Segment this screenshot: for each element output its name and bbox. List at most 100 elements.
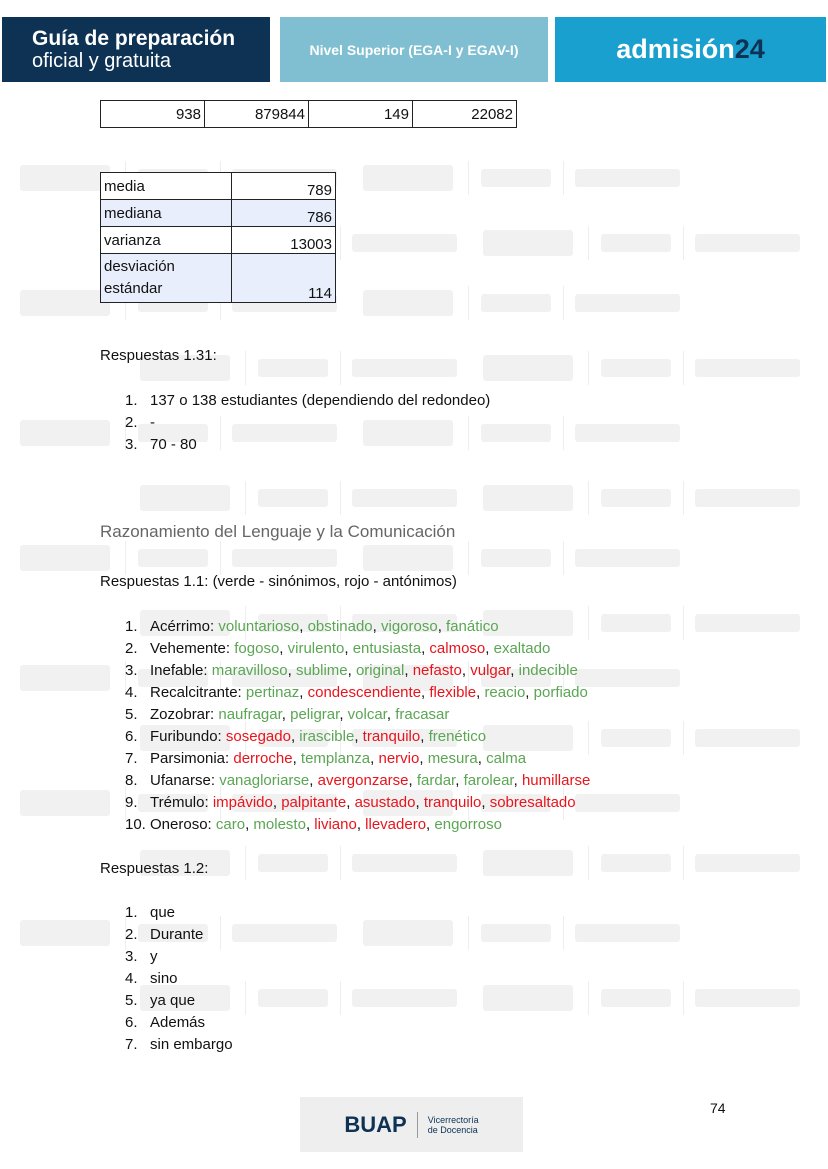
synonym: original xyxy=(355,662,405,679)
watermark-unit-shape xyxy=(601,234,671,252)
watermark-unit-shape xyxy=(138,549,208,567)
synonym: templanza xyxy=(300,750,371,767)
list-text: Inefable: maravilloso, sublime, original… xyxy=(150,662,578,679)
watermark-divider xyxy=(683,351,684,385)
list-item: 3. Inefable: maravilloso, sublime, origin… xyxy=(125,660,590,682)
list-number: 9. xyxy=(125,794,138,811)
watermark-logo-shape xyxy=(363,920,453,946)
watermark-divider xyxy=(683,846,684,880)
synonym: porfiado xyxy=(533,684,588,701)
list-number: 4. xyxy=(125,970,138,987)
watermark-divider xyxy=(588,846,589,880)
row-label: mediana xyxy=(100,199,232,227)
synonym: fracasar xyxy=(395,706,450,723)
watermark-unit-shape xyxy=(481,549,551,567)
row-label: varianza xyxy=(100,226,232,254)
watermark-divider xyxy=(220,541,221,575)
synonym: reacio xyxy=(484,684,526,701)
list-item: 6. Además xyxy=(125,1012,233,1034)
term: Furibundo xyxy=(150,728,218,745)
watermark-divider xyxy=(588,481,589,515)
list-text: 70 - 80 xyxy=(150,436,197,453)
synonym: exaltado xyxy=(493,640,551,657)
antonym: llevadero xyxy=(365,816,427,833)
list-text: Oneroso: caro, molesto, liviano, llevade… xyxy=(150,816,502,833)
page-number: 74 xyxy=(710,1100,726,1116)
watermark-guide-shape xyxy=(232,924,337,942)
list-number: 6. xyxy=(125,728,138,745)
table-cell: 938 xyxy=(100,100,205,128)
list-text: - xyxy=(150,414,155,431)
antonym: liviano xyxy=(314,816,357,833)
synonym: farolear xyxy=(463,772,514,789)
antonym: impávido xyxy=(212,794,273,811)
watermark-divider xyxy=(563,286,564,320)
watermark-unit-shape xyxy=(601,359,671,377)
antonym: vulgar xyxy=(470,662,511,679)
list-item: 8. Ufanarse: vanagloriarse, avergonzarse,… xyxy=(125,770,590,792)
term: Zozobrar xyxy=(150,706,211,723)
watermark-divider xyxy=(683,481,684,515)
term: Parsimonia xyxy=(150,750,226,767)
synonym: vigoroso xyxy=(381,618,438,635)
list-text: sin embargo xyxy=(150,1036,233,1053)
watermark-logo-shape xyxy=(483,230,573,256)
antonym: flexible xyxy=(429,684,477,701)
table-cell: 22082 xyxy=(412,100,517,128)
watermark-unit-shape xyxy=(258,489,328,507)
list-item: 9. Trémulo: impávido, palpitante, asustad… xyxy=(125,792,590,814)
watermark-guide-shape xyxy=(575,294,680,312)
watermark-divider xyxy=(683,226,684,260)
list-number: 1. xyxy=(125,904,138,921)
row-value: 114 xyxy=(231,253,336,303)
antonym: sobresaltado xyxy=(489,794,576,811)
watermark-unit-shape xyxy=(601,854,671,872)
antonym: nervio xyxy=(378,750,420,767)
synonym: indecible xyxy=(518,662,578,679)
antonym: nefasto xyxy=(412,662,462,679)
synonym: mesura xyxy=(427,750,478,767)
watermark-divider xyxy=(340,351,341,385)
list-text: Recalcitrante: pertinaz, condescendiente… xyxy=(150,684,588,701)
list-item: 3. 70 - 80 xyxy=(125,434,490,456)
list-text: Parsimonia: derroche, templanza, nervio,… xyxy=(150,750,527,767)
header-brand-logo: admisión 24 xyxy=(555,17,826,82)
row-value: 789 xyxy=(231,172,336,200)
list-item: 1. que xyxy=(125,902,233,924)
term: Recalcitrante xyxy=(150,684,238,701)
watermark-guide-shape xyxy=(695,729,800,747)
watermark-guide-shape xyxy=(575,794,680,812)
values-table: 938 879844 149 22082 xyxy=(100,100,517,128)
list-text: Durante xyxy=(150,926,204,943)
answers-1-2-title: Respuestas 1.2: xyxy=(100,860,209,877)
statistics-table: media 789 mediana 786 varianza 13003 desviació… xyxy=(100,172,336,303)
list-text: Ufanarse: vanagloriarse, avergonzarse, f… xyxy=(150,772,591,789)
synonym: virulento xyxy=(287,640,345,657)
watermark-unit-shape xyxy=(481,424,551,442)
watermark-unit-shape xyxy=(258,989,328,1007)
list-text: Además xyxy=(150,1014,206,1031)
watermark-guide-shape xyxy=(695,854,800,872)
antonym: derroche xyxy=(233,750,293,767)
antonym: avergonzarse xyxy=(317,772,409,789)
watermark-logo-shape xyxy=(20,790,110,816)
list-item: 6. Furibundo: sosegado, irascible, tranqu… xyxy=(125,726,590,748)
list-number: 2. xyxy=(125,926,138,943)
watermark-divider xyxy=(340,481,341,515)
watermark-divider xyxy=(683,606,684,640)
synonym: irascible xyxy=(299,728,355,745)
answers-1-1-list: 1. Acérrimo: voluntarioso, obstinado, vig… xyxy=(125,616,590,836)
watermark-divider xyxy=(340,981,341,1015)
list-item: 5. ya que xyxy=(125,990,233,1012)
list-text: ya que xyxy=(150,992,196,1009)
list-item: 7. Parsimonia: derroche, templanza, nervi… xyxy=(125,748,590,770)
watermark-logo-shape xyxy=(20,665,110,691)
synonym: vanagloriarse xyxy=(219,772,310,789)
list-text: Acérrimo: voluntarioso, obstinado, vigor… xyxy=(150,618,499,635)
header-guide-title: Guía de preparación oficial y gratuita xyxy=(2,17,270,82)
watermark-guide-shape xyxy=(232,549,337,567)
term: Acérrimo xyxy=(150,618,211,635)
antonym: calmoso xyxy=(429,640,486,657)
watermark-divider xyxy=(245,351,246,385)
watermark-divider xyxy=(468,161,469,195)
